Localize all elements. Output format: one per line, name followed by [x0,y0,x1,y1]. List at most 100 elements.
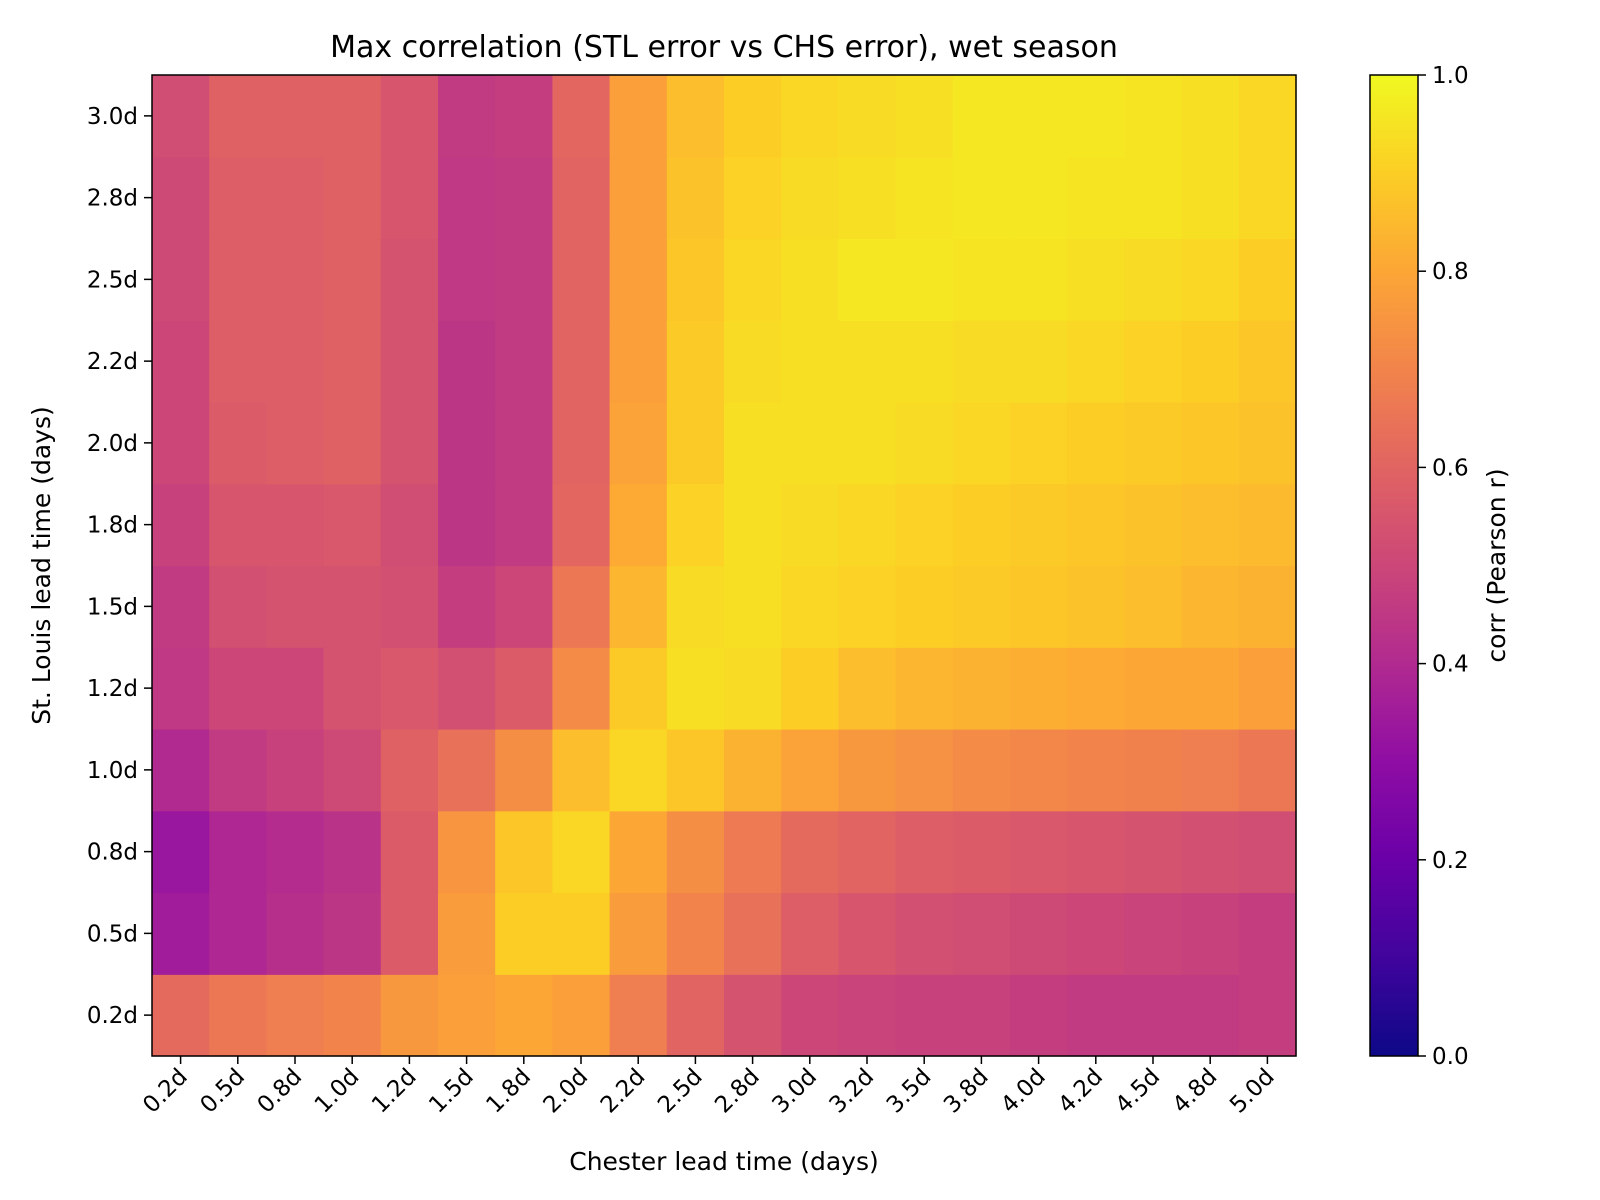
heatmap-cell [1238,75,1297,158]
y-tick-label: 1.5d [87,594,138,620]
heatmap-cell [152,892,210,975]
heatmap-cell [838,156,897,240]
heatmap-cell [724,483,782,567]
heatmap-cell [1181,892,1240,975]
x-tick-label: 1.2d [367,1064,422,1119]
heatmap-cell [724,647,782,730]
heatmap-cell [1010,483,1068,567]
x-tick-label: 1.0d [310,1064,365,1119]
heatmap-cell [609,238,668,321]
heatmap-cell [838,238,897,321]
y-tick-label: 1.2d [87,676,138,702]
heatmap-cell [1181,238,1240,321]
heatmap-cell [438,974,496,1057]
heatmap-cell [1181,974,1240,1057]
heatmap-cell [895,729,954,812]
heatmap-cell [380,974,439,1057]
heatmap-cell [152,565,210,648]
heatmap-cell [609,320,668,403]
heatmap-cell [266,729,325,812]
heatmap-cell [266,892,325,975]
heatmap-cell [1010,729,1068,812]
heatmap-cell [781,810,839,894]
heatmap-cell [552,238,611,321]
heatmap-cell [323,647,382,730]
heatmap-cell [609,75,668,158]
heatmap-cell [838,810,897,894]
heatmap-cell [895,565,954,648]
heatmap-cell [666,156,725,240]
x-tick-label: 0.2d [138,1064,193,1119]
x-tick-label: 4.0d [996,1064,1051,1119]
colorbar-ticks: 0.0 0.2 0.4 0.6 0.8 1.0 [1418,63,1469,1070]
heatmap-cell [952,729,1011,812]
heatmap-cell [609,483,668,567]
x-tick-label: 2.5d [653,1064,708,1119]
heatmap-cell [1181,320,1240,403]
colorbar-tick-label: 0.0 [1432,1044,1469,1070]
heatmap-cell [895,483,954,567]
heatmap-cell [495,647,553,730]
heatmap-cell [1124,647,1183,730]
colorbar-tick-label: 1.0 [1432,63,1469,89]
heatmap-cell [152,810,210,894]
heatmap-cell [152,156,210,240]
x-tick-label: 1.5d [424,1064,479,1119]
heatmap-cell [1181,75,1240,158]
heatmap-cell [266,483,325,567]
heatmap-cell [1067,565,1125,648]
heatmap-cell [552,320,611,403]
heatmap-cell [1067,810,1125,894]
x-axis-label: Chester lead time (days) [569,1147,879,1176]
heatmap-cell [666,238,725,321]
heatmap-cell [323,892,382,975]
heatmap-cell [609,156,668,240]
heatmap-cell [666,647,725,730]
heatmap-cell [895,810,954,894]
heatmap-cell [895,238,954,321]
heatmap-cell [552,810,611,894]
heatmap-cell [552,565,611,648]
x-tick-label: 3.0d [767,1064,822,1119]
heatmap-cell [1238,729,1297,812]
heatmap-cell [266,75,325,158]
heatmap-cell [609,974,668,1057]
heatmap-cell [209,483,267,567]
heatmap-cell [724,729,782,812]
heatmap-cell [1067,483,1125,567]
heatmap-cell [838,565,897,648]
heatmap-cell [380,892,439,975]
heatmap-cell [1010,156,1068,240]
heatmap-cell [438,156,496,240]
heatmap-cell [152,974,210,1057]
heatmap-cell [152,238,210,321]
heatmap-cell [1067,156,1125,240]
heatmap-cell [781,892,839,975]
heatmap-cell [724,810,782,894]
y-tick-label: 0.2d [87,1003,138,1029]
heatmap-cell [724,238,782,321]
heatmap-cell [1124,320,1183,403]
heatmap-cell [895,402,954,485]
heatmap-cell [495,892,553,975]
y-axis-ticks: 0.2d 0.5d 0.8d 1.0d 1.2d 1.5d 1.8d 2.0d 2.2d 2.5d… [87,104,152,1029]
heatmap-cell [1181,729,1240,812]
heatmap-cell [724,156,782,240]
heatmap-cell [1124,238,1183,321]
heatmap-cell [495,810,553,894]
heatmap-cell [895,974,954,1057]
heatmap-cell [666,75,725,158]
heatmap-cell [495,402,553,485]
heatmap-cell [1181,156,1240,240]
y-tick-label: 1.0d [87,758,138,784]
heatmap-cell [209,402,267,485]
heatmap-cell [323,810,382,894]
heatmap-cell [495,75,553,158]
heatmap-cell [323,565,382,648]
heatmap-cell [895,892,954,975]
heatmap-cell [952,238,1011,321]
heatmap-cell [838,974,897,1057]
heatmap-cell [380,75,439,158]
heatmap-cell [1238,647,1297,730]
y-axis-label: St. Louis lead time (days) [27,406,56,725]
